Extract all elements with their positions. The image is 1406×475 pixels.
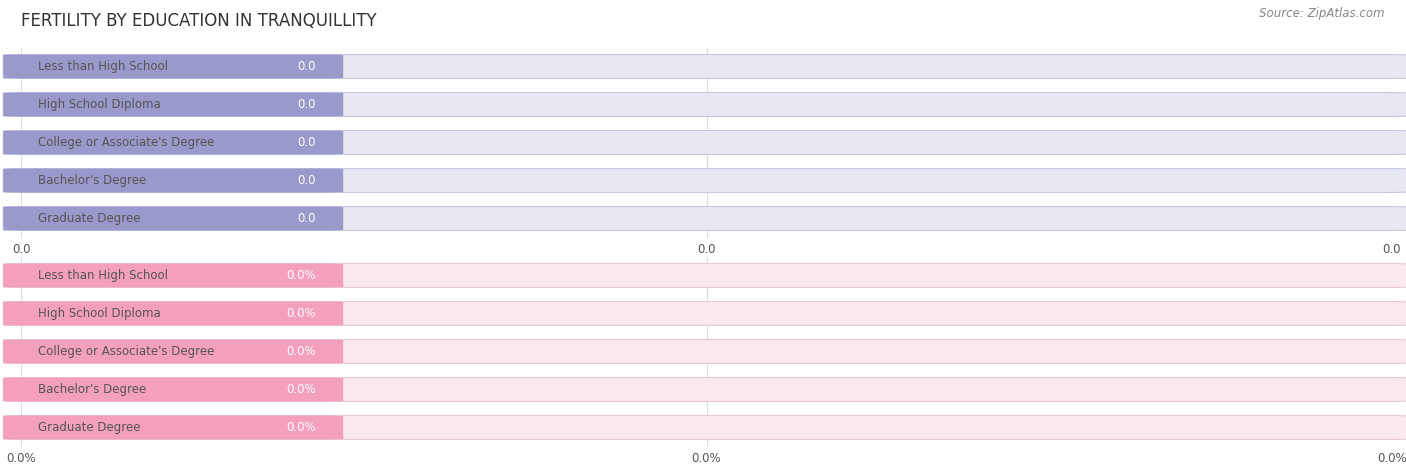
FancyBboxPatch shape (3, 131, 343, 154)
Text: 0.0: 0.0 (297, 60, 316, 73)
Text: College or Associate's Degree: College or Associate's Degree (38, 345, 214, 358)
Text: FERTILITY BY EDUCATION IN TRANQUILLITY: FERTILITY BY EDUCATION IN TRANQUILLITY (21, 12, 377, 30)
Text: 0.0%: 0.0% (287, 421, 316, 434)
Text: 0.0: 0.0 (297, 212, 316, 225)
Text: College or Associate's Degree: College or Associate's Degree (38, 136, 214, 149)
Text: 0.0: 0.0 (297, 98, 316, 111)
FancyBboxPatch shape (3, 55, 343, 78)
Text: Bachelor's Degree: Bachelor's Degree (38, 383, 146, 396)
FancyBboxPatch shape (3, 207, 1406, 230)
FancyBboxPatch shape (3, 55, 1406, 78)
FancyBboxPatch shape (3, 131, 1406, 154)
Text: Source: ZipAtlas.com: Source: ZipAtlas.com (1260, 7, 1385, 20)
FancyBboxPatch shape (3, 340, 1406, 363)
Text: 0.0: 0.0 (297, 174, 316, 187)
FancyBboxPatch shape (3, 340, 343, 363)
Text: 0.0%: 0.0% (287, 307, 316, 320)
Text: High School Diploma: High School Diploma (38, 307, 160, 320)
FancyBboxPatch shape (3, 264, 1406, 287)
FancyBboxPatch shape (3, 378, 343, 401)
Text: Less than High School: Less than High School (38, 60, 167, 73)
FancyBboxPatch shape (3, 302, 343, 325)
FancyBboxPatch shape (3, 207, 343, 230)
Text: 0.0%: 0.0% (287, 345, 316, 358)
FancyBboxPatch shape (3, 169, 1406, 192)
FancyBboxPatch shape (3, 264, 343, 287)
Text: 0.0%: 0.0% (287, 383, 316, 396)
FancyBboxPatch shape (3, 378, 1406, 401)
Text: Less than High School: Less than High School (38, 269, 167, 282)
Text: High School Diploma: High School Diploma (38, 98, 160, 111)
Text: 0.0: 0.0 (297, 136, 316, 149)
Text: Graduate Degree: Graduate Degree (38, 212, 141, 225)
FancyBboxPatch shape (3, 416, 343, 439)
FancyBboxPatch shape (3, 416, 1406, 439)
Text: Bachelor's Degree: Bachelor's Degree (38, 174, 146, 187)
FancyBboxPatch shape (3, 93, 343, 116)
Text: 0.0%: 0.0% (287, 269, 316, 282)
FancyBboxPatch shape (3, 302, 1406, 325)
Text: Graduate Degree: Graduate Degree (38, 421, 141, 434)
FancyBboxPatch shape (3, 93, 1406, 116)
FancyBboxPatch shape (3, 169, 343, 192)
